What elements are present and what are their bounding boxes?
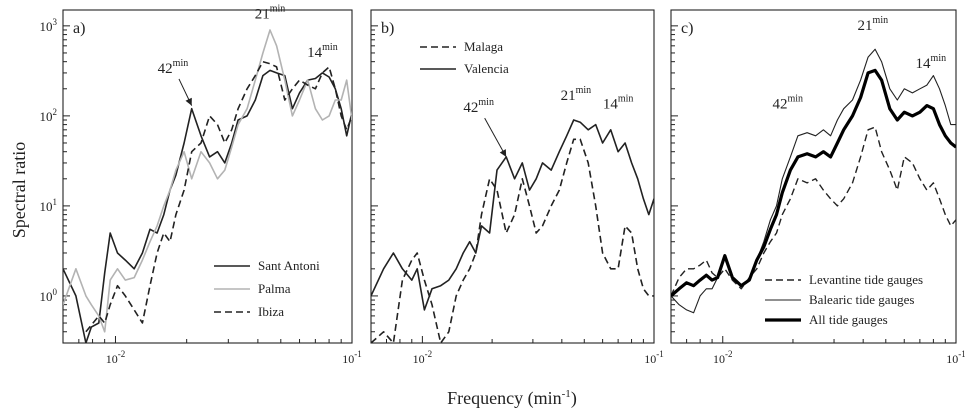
panel-c: 10-2 10-1 42min 21min 14min c) Levantine tide … xyxy=(670,9,965,366)
y-tick-label: 103 xyxy=(40,17,58,34)
plot-frame xyxy=(670,9,957,344)
legend-label: Malaga xyxy=(464,39,503,54)
series-line-palma xyxy=(63,29,352,333)
x-axis-title-main: Frequency (min xyxy=(447,388,561,409)
legend-label: Sant Antoni xyxy=(258,258,320,273)
period-annotation: 14min xyxy=(603,94,634,113)
panel-label: a) xyxy=(73,20,85,37)
series-line-ibiza xyxy=(85,60,352,333)
series-line-levantine-tide-gauges xyxy=(671,126,956,297)
period-annotation: 21min xyxy=(858,15,889,34)
series-group xyxy=(63,29,352,343)
legend: Levantine tide gauges Balearic tide gauge… xyxy=(765,272,923,327)
period-annotation: 21min xyxy=(255,4,286,23)
panel-b: 10-2 10-1 42min 21min 14min b) Malaga Valencia xyxy=(370,9,664,366)
x-axis-title-sup: -1 xyxy=(562,388,571,400)
annotation-arrowhead xyxy=(499,149,507,157)
panel-label: b) xyxy=(381,20,394,37)
panel-label: c) xyxy=(681,20,693,37)
x-tick-label: 10-1 xyxy=(644,349,664,366)
period-annotation: 14min xyxy=(307,42,338,61)
legend-label: Valencia xyxy=(464,61,509,76)
series-group xyxy=(671,48,956,314)
annotation-arrowhead xyxy=(185,97,192,106)
y-tick-label: 101 xyxy=(40,197,58,214)
series-line-all-tide-gauges xyxy=(671,68,956,298)
plot-frame xyxy=(370,9,655,344)
legend-label: Ibiza xyxy=(258,304,284,319)
period-annotation: 42min xyxy=(158,58,189,77)
legend: Sant Antoni Palma Ibiza xyxy=(214,258,320,319)
legend: Malaga Valencia xyxy=(420,39,509,76)
y-tick-label: 102 xyxy=(40,107,58,124)
series-line-valencia xyxy=(371,119,654,311)
series-line-balearic-tide-gauges xyxy=(671,48,956,314)
legend-label: Palma xyxy=(258,281,291,296)
x-tick-label: 10-2 xyxy=(106,349,126,366)
plot-frame xyxy=(62,9,353,344)
x-tick-label: 10-2 xyxy=(713,349,733,366)
x-axis-title-tail: ) xyxy=(571,388,577,409)
series-line-sant-antoni xyxy=(63,69,352,343)
x-minor-ticks xyxy=(62,336,353,343)
x-minor-ticks xyxy=(670,336,957,343)
period-annotation: 21min xyxy=(561,85,592,104)
panel-a: 10-2 10-1 100 101 102 103 42min 21min 14min a) San… xyxy=(40,4,362,366)
y-minor-ticks xyxy=(671,25,678,344)
x-tick-label: 10-1 xyxy=(342,349,362,366)
annotation-arrow xyxy=(484,117,507,158)
y-tick-label: 100 xyxy=(40,287,58,304)
legend-label: Balearic tide gauges xyxy=(809,292,914,307)
y-axis-title: Spectral ratio xyxy=(9,142,29,238)
x-tick-label: 10-2 xyxy=(413,349,433,366)
x-tick-label: 10-1 xyxy=(946,349,965,366)
series-group xyxy=(371,119,654,343)
legend-label: Levantine tide gauges xyxy=(809,272,923,287)
x-minor-ticks xyxy=(370,336,655,343)
period-annotation: 42min xyxy=(463,97,494,116)
period-annotation: 14min xyxy=(916,53,947,72)
legend-label: All tide gauges xyxy=(809,312,888,327)
period-annotation: 42min xyxy=(772,94,803,113)
y-minor-ticks xyxy=(371,25,378,344)
series-line-malaga xyxy=(371,138,654,343)
x-axis-title: Frequency (min-1) xyxy=(447,388,577,409)
